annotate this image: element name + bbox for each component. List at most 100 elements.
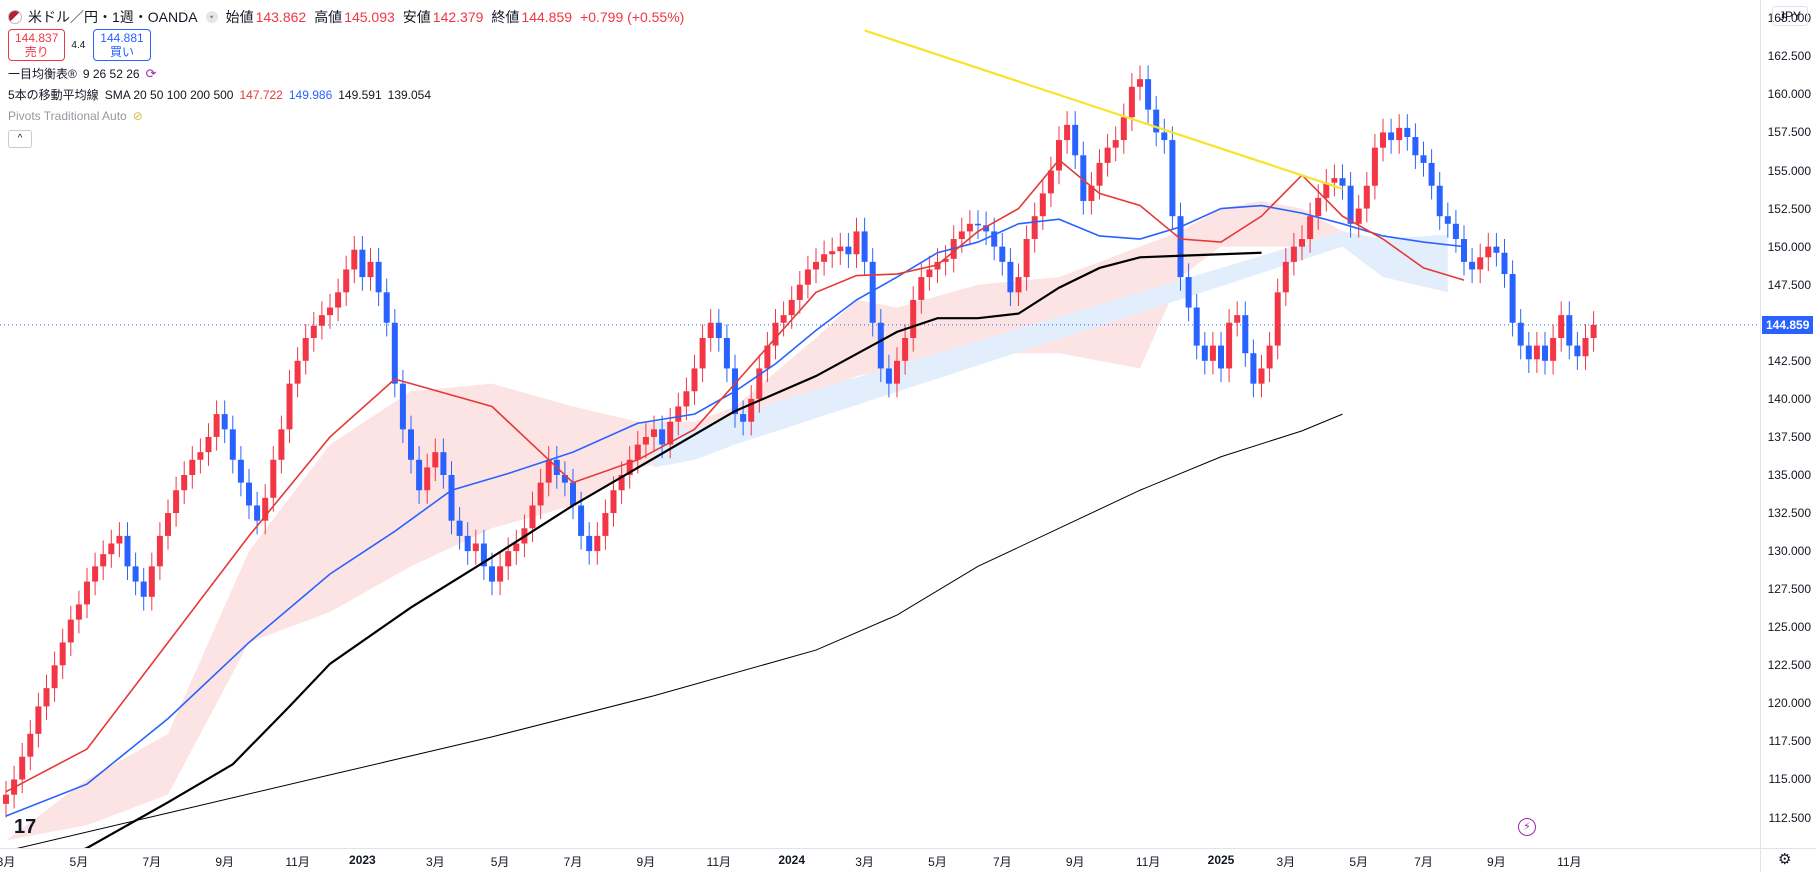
- pivots-label[interactable]: Pivots Traditional Auto: [8, 108, 127, 123]
- buy-button[interactable]: 144.881 買い: [93, 29, 151, 61]
- candle-body: [837, 246, 844, 252]
- candle-body: [1250, 353, 1257, 384]
- ichimoku-label[interactable]: 一目均衡表®: [8, 67, 77, 81]
- collapse-legend-button[interactable]: ^: [8, 129, 32, 148]
- time-tick-label: 7月: [142, 855, 162, 869]
- time-tick-label: 5月: [928, 855, 947, 869]
- change-value: +0.799 (+0.55%): [580, 8, 685, 25]
- currency-selector[interactable]: JPY: [1771, 6, 1808, 26]
- candle-body: [205, 436, 212, 453]
- candle-body: [602, 513, 609, 536]
- candle-body: [788, 299, 795, 316]
- candle-body: [318, 315, 325, 326]
- candle-body: [375, 261, 382, 293]
- hidden-eye-icon[interactable]: ⊘: [132, 108, 143, 123]
- candle-body: [1558, 315, 1565, 338]
- refresh-icon[interactable]: ⟳: [145, 65, 157, 81]
- candle-body: [861, 231, 868, 262]
- time-tick-label: 9月: [636, 855, 656, 869]
- candle-body: [626, 459, 633, 476]
- candle-body: [885, 368, 892, 384]
- candle-body: [1112, 140, 1119, 148]
- gear-icon[interactable]: ⚙: [1778, 851, 1792, 868]
- tradingview-logo[interactable]: 17: [14, 816, 37, 838]
- candle-body: [1064, 124, 1071, 141]
- symbol-title[interactable]: 米ドル／円・1週・OANDA: [28, 8, 198, 25]
- flag-icon: [8, 9, 22, 24]
- ma-label[interactable]: 5本の移動平均線: [8, 88, 99, 102]
- market-status-icon[interactable]: •: [205, 10, 218, 23]
- time-tick-label: 5月: [1349, 855, 1369, 869]
- time-tick-label: 3月: [855, 855, 874, 869]
- candle-body: [1096, 162, 1103, 186]
- time-axis[interactable]: 3月 5月 7月 9月 11月 2023 3月 5月 7月 9月 11月 2024 3月 5月 7月 9月 11…: [0, 848, 1760, 872]
- candle-body: [440, 452, 447, 476]
- price-chart[interactable]: [0, 0, 1760, 848]
- candle-body: [1574, 345, 1581, 357]
- ichimoku-cloud-bear: [654, 231, 1448, 468]
- price-tick-label: 132.500: [1767, 506, 1811, 521]
- candle-body: [1509, 274, 1516, 323]
- candle-body: [148, 566, 155, 597]
- candle-body: [845, 246, 852, 255]
- time-tick-label: 5月: [69, 855, 89, 869]
- candle-body: [1542, 345, 1548, 361]
- current-price-label: 144.859: [1762, 315, 1814, 334]
- candle-body: [100, 554, 107, 567]
- candle-body: [1080, 155, 1087, 201]
- candle-body: [1428, 162, 1435, 186]
- candle-body: [1031, 216, 1038, 240]
- time-tick-label: 11月: [285, 855, 310, 869]
- candle-body: [351, 249, 358, 270]
- candle-body: [634, 444, 641, 460]
- price-tick-label: 117.500: [1768, 734, 1812, 749]
- candle-body: [432, 452, 439, 468]
- lightning-icon[interactable]: ⚡: [1518, 818, 1536, 836]
- candle-body: [561, 475, 568, 483]
- time-tick-label: 2025: [1207, 853, 1235, 867]
- candle-body: [740, 414, 747, 422]
- candle-body: [75, 604, 82, 620]
- candle-body: [221, 414, 228, 430]
- trendline: [864, 29, 1343, 190]
- close-label: 終値: [491, 8, 520, 25]
- candle-body: [1258, 368, 1265, 384]
- candle-body: [642, 436, 649, 445]
- price-tick-label: 130.000: [1767, 544, 1811, 559]
- ma-value-3: 149.591: [338, 87, 382, 102]
- candle-body: [1185, 277, 1192, 308]
- candle-body: [529, 505, 536, 529]
- candle-body: [715, 322, 722, 338]
- candle-body: [1226, 322, 1233, 369]
- price-tick-label: 142.500: [1767, 353, 1811, 368]
- candle-body: [1493, 246, 1500, 253]
- candle-body: [1404, 127, 1411, 138]
- candle-body: [780, 315, 787, 323]
- close-value: 144.859: [521, 8, 573, 25]
- candle-body: [877, 322, 884, 369]
- candle-body: [367, 261, 374, 278]
- high-label: 高値: [314, 8, 343, 25]
- candle-body: [472, 543, 479, 552]
- candle-body: [1550, 337, 1557, 361]
- candle-body: [1525, 345, 1532, 360]
- chart-legend: 米ドル／円・1週・OANDA • 始値 143.862 高値 145.093 安値 1…: [8, 6, 692, 148]
- candle-body: [1047, 170, 1054, 194]
- price-tick-label: 150.000: [1767, 239, 1811, 254]
- candle-body: [942, 258, 949, 262]
- time-tick-label: 3月: [1276, 855, 1296, 869]
- spread-value: 4.4: [71, 39, 86, 51]
- candle-body: [1177, 216, 1184, 278]
- candle-body: [327, 307, 333, 316]
- sell-button[interactable]: 144.837 売り: [8, 29, 66, 61]
- candle-body: [1039, 193, 1046, 217]
- price-axis[interactable]: 165.000 162.500 160.000 157.500 155.000 152.5…: [1760, 0, 1816, 848]
- candle-body: [246, 482, 252, 506]
- sell-label: 売り: [24, 45, 49, 59]
- candle-body: [1323, 182, 1330, 198]
- candle-body: [975, 223, 981, 226]
- candle-body: [1056, 140, 1062, 171]
- time-tick-label: 2023: [349, 853, 376, 867]
- candle-body: [1477, 257, 1484, 270]
- time-tick-label: 11月: [706, 855, 732, 869]
